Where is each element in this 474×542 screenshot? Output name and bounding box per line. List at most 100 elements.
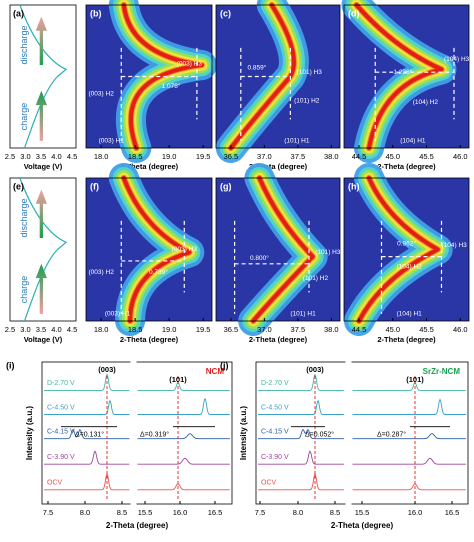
x-axis-label: 2-Theta (degree) [120,335,179,344]
heatmap-band [357,176,440,323]
y-axis-label: Intensity (a.u.) [239,406,248,461]
x-axis-label: 2-Theta (degree) [120,162,179,171]
panel-frame [343,4,470,149]
xrd-curve [44,450,130,465]
annotation: (003) H1 [99,138,125,145]
x-tick-label: 45.0 [385,325,400,334]
annotation: 0.800° [250,254,269,262]
panel-frame [343,177,470,322]
axis-break [130,500,137,508]
xrd-curve [258,450,345,465]
delta-label: Δ=0.319° [140,431,169,439]
x-tick-label: 7.5 [43,508,53,517]
peak-label: (101) [169,375,187,384]
x-axis-label: 2-Theta (degree) [377,335,436,344]
axis-break [130,358,137,366]
x-tick-label: 36.5 [224,152,239,161]
x-axis-label: 2-Theta (degree) [331,521,394,530]
annotation: (003) H3 [172,246,198,253]
annotation: (104) H1 [397,311,423,318]
voltage-curve [19,4,68,149]
annotation: (104) H2 [413,99,439,106]
xrd-curve [137,381,230,391]
heatmap-band [121,3,204,150]
side-label: charge [19,276,29,304]
xrd-curve [137,398,230,415]
curve-label: C-4.50 V [261,404,289,411]
x-tick-label: 19.0 [162,325,177,334]
xrd-curve [44,399,130,415]
curve-label: OCV [261,480,277,487]
x-tick-label: 46.0 [453,152,468,161]
panel-frame [41,361,233,505]
annotation: (003) H2 [89,90,115,97]
curve-label: D-2.70 V [47,380,75,387]
panel-label: (i) [6,360,15,370]
annotation: (003) H2 [89,269,115,276]
annotation: (003) H3 [177,60,203,67]
x-tick-label: 37.5 [291,152,306,161]
xrd-curve [137,457,230,465]
x-tick-label: 19.5 [196,152,211,161]
x-tick-label: 4.5 [67,325,77,334]
x-tick-label: 45.0 [385,152,400,161]
arrow [35,90,47,141]
xrd-curve [258,429,345,440]
xrd-curve [352,381,466,391]
curve-label: C-4.15 V [47,429,75,436]
x-tick-label: 44.5 [352,152,367,161]
heatmap-band [121,176,192,323]
x-tick-label: 15.5 [355,508,370,517]
side-label: charge [19,103,29,131]
x-tick-label: 8.5 [330,508,340,517]
x-tick-label: 16.5 [445,508,460,517]
annotation: (101) H3 [297,69,323,76]
side-label: discharge [19,26,29,65]
x-axis-label: 2-Theta (degree) [106,521,169,530]
y-axis-label: Intensity (a.u.) [25,406,34,461]
panel-label: (h) [348,181,360,191]
x-tick-label: 3.0 [20,152,30,161]
annotation: 0.962° [397,239,416,247]
x-tick-label: 37.0 [257,325,272,334]
x-tick-label: 3.5 [36,152,46,161]
x-tick-label: 16.0 [173,508,188,517]
panel-label: (e) [13,181,24,191]
x-tick-label: 8.0 [80,508,90,517]
x-tick-label: 44.5 [352,325,367,334]
x-tick-label: 38.0 [324,325,339,334]
axis-break [345,500,352,508]
annotation: (101) H1 [290,311,316,318]
annotation: (104) H1 [400,138,426,145]
heatmap-band [251,176,315,323]
peak-label: (101) [406,375,424,384]
panel-frame [85,4,213,149]
xrd-curve [352,433,466,440]
xrd-curve [137,433,230,440]
x-axis-label: 2-Theta (degree) [249,335,308,344]
annotation: (104) H3 [442,242,468,249]
x-tick-label: 18.5 [128,152,143,161]
annotation: 0.739° [149,268,168,276]
x-tick-label: 37.0 [257,152,272,161]
annotation: 1.236° [393,68,412,76]
xrd-curve [258,399,345,415]
delta-label: Δ=0.052° [305,431,334,439]
xrd-curve [352,457,466,465]
curve-label: C-4.15 V [261,429,289,436]
x-tick-label: 8.5 [117,508,127,517]
panel-label: (j) [220,360,229,370]
panel-frame [215,4,341,149]
annotation: (104) H3 [444,56,470,63]
panel-frame [85,177,213,322]
panel-label: (g) [220,181,232,191]
arrow [35,16,47,66]
x-tick-label: 16.0 [408,508,423,517]
x-tick-label: 3.5 [36,325,46,334]
axis-break [345,358,352,366]
delta-label: Δ=0.131° [75,431,104,439]
curve-label: OCV [47,480,63,487]
x-tick-label: 15.5 [138,508,153,517]
voltage-curve [19,177,68,322]
